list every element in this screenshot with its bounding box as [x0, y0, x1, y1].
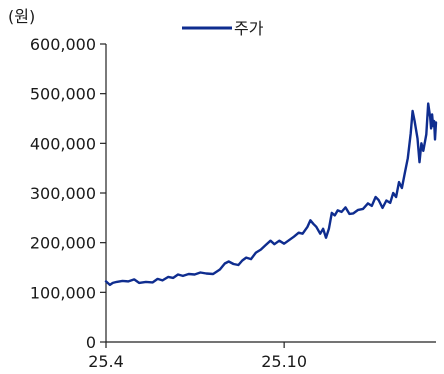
- x-tick-label: 25.4: [88, 352, 124, 371]
- y-tick-label: 200,000: [30, 234, 96, 253]
- axes: [105, 44, 436, 343]
- y-tick-label: 300,000: [30, 184, 96, 203]
- series-layer: [104, 102, 438, 287]
- legend-label: 주가: [234, 19, 264, 38]
- y-tick-label: 0: [86, 333, 96, 352]
- y-tick-label: 400,000: [30, 134, 96, 153]
- y-tick-label: 600,000: [30, 35, 96, 54]
- y-tick-label: 500,000: [30, 85, 96, 104]
- legend: 주가: [182, 19, 264, 38]
- x-tick-label: 25.10: [261, 352, 307, 371]
- y-axis-unit-label: (원): [8, 7, 35, 26]
- ticks: 0 100,000 200,000 300,000 400,000 500,000 600,…: [30, 35, 307, 371]
- series-line-stock-price: [104, 102, 438, 287]
- y-tick-label: 100,000: [30, 283, 96, 302]
